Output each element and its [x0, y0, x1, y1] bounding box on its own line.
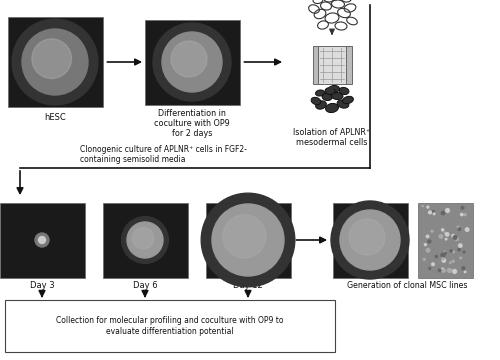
Circle shape: [422, 206, 424, 207]
Bar: [0, 202, 84, 278]
Circle shape: [439, 235, 442, 238]
Circle shape: [162, 32, 222, 92]
Text: Day 3: Day 3: [30, 282, 54, 291]
Circle shape: [444, 232, 446, 234]
Circle shape: [32, 39, 72, 78]
Circle shape: [463, 251, 465, 253]
Circle shape: [448, 269, 452, 273]
Circle shape: [212, 204, 284, 276]
Circle shape: [456, 238, 458, 240]
Circle shape: [153, 23, 231, 101]
Circle shape: [450, 262, 451, 264]
Ellipse shape: [311, 97, 321, 105]
Circle shape: [438, 269, 441, 272]
Circle shape: [331, 201, 409, 279]
Text: Generation of clonal MSC lines: Generation of clonal MSC lines: [347, 282, 468, 291]
Circle shape: [464, 271, 466, 273]
Circle shape: [426, 235, 428, 238]
Circle shape: [428, 211, 432, 214]
Circle shape: [38, 237, 46, 243]
Circle shape: [12, 19, 98, 105]
Circle shape: [454, 236, 457, 239]
Circle shape: [458, 244, 462, 247]
Circle shape: [462, 267, 465, 270]
Ellipse shape: [325, 87, 335, 94]
Circle shape: [442, 229, 444, 231]
Circle shape: [132, 228, 154, 249]
Circle shape: [461, 207, 464, 209]
Circle shape: [429, 267, 430, 269]
Bar: [144, 19, 240, 104]
Circle shape: [444, 251, 446, 253]
Circle shape: [424, 258, 425, 260]
Circle shape: [441, 268, 444, 271]
Circle shape: [426, 248, 430, 252]
Bar: [102, 202, 188, 278]
Circle shape: [434, 213, 435, 215]
Circle shape: [460, 213, 463, 216]
Circle shape: [464, 213, 466, 216]
Circle shape: [446, 238, 447, 240]
Text: Day 12: Day 12: [233, 282, 263, 291]
Circle shape: [452, 234, 454, 237]
Circle shape: [442, 211, 444, 215]
Circle shape: [442, 269, 446, 272]
Ellipse shape: [316, 101, 326, 109]
Circle shape: [458, 228, 460, 230]
Circle shape: [35, 233, 49, 247]
Bar: [5, 300, 335, 352]
Circle shape: [22, 29, 88, 95]
Circle shape: [466, 228, 469, 231]
Circle shape: [460, 257, 462, 259]
Text: Differentiation in
coculture with OP9
for 2 days: Differentiation in coculture with OP9 fo…: [154, 108, 230, 138]
Text: Collection for molecular profiling and coculture with OP9 to
evaluate differenti: Collection for molecular profiling and c…: [56, 316, 284, 336]
Circle shape: [446, 233, 449, 236]
Circle shape: [452, 260, 454, 262]
Bar: [332, 202, 407, 278]
Circle shape: [223, 215, 266, 258]
Circle shape: [442, 259, 446, 262]
Circle shape: [424, 244, 426, 246]
Circle shape: [427, 206, 429, 208]
Circle shape: [441, 253, 445, 257]
Ellipse shape: [316, 90, 324, 96]
Ellipse shape: [328, 85, 340, 93]
Circle shape: [457, 226, 459, 228]
Circle shape: [432, 211, 434, 212]
Ellipse shape: [339, 87, 349, 95]
Bar: [418, 202, 472, 278]
Text: Day 6: Day 6: [132, 282, 158, 291]
Ellipse shape: [326, 103, 338, 113]
Bar: [8, 17, 102, 107]
Ellipse shape: [342, 96, 353, 104]
Circle shape: [442, 258, 444, 260]
Circle shape: [340, 210, 400, 270]
Circle shape: [127, 222, 163, 258]
Circle shape: [349, 219, 385, 255]
Circle shape: [452, 251, 454, 253]
Circle shape: [201, 193, 295, 287]
Bar: [313, 46, 323, 84]
Circle shape: [450, 250, 452, 252]
Circle shape: [435, 256, 438, 258]
Circle shape: [446, 208, 450, 212]
Circle shape: [171, 41, 207, 77]
Circle shape: [458, 248, 460, 251]
Text: Isolation of APLNR⁺
mesodermal cells: Isolation of APLNR⁺ mesodermal cells: [294, 128, 370, 147]
Circle shape: [452, 270, 456, 273]
Circle shape: [431, 230, 433, 232]
Ellipse shape: [331, 93, 343, 99]
Circle shape: [428, 240, 431, 243]
Circle shape: [122, 217, 168, 264]
Text: hESC: hESC: [44, 113, 66, 122]
Circle shape: [432, 263, 434, 266]
Circle shape: [444, 252, 446, 254]
Text: Clonogenic culture of APLNR⁺ cells in FGF2-
containing semisolid media: Clonogenic culture of APLNR⁺ cells in FG…: [80, 145, 247, 164]
Bar: [342, 46, 352, 84]
Bar: [206, 202, 290, 278]
Ellipse shape: [337, 100, 349, 108]
Bar: [318, 46, 346, 84]
Ellipse shape: [322, 94, 332, 100]
